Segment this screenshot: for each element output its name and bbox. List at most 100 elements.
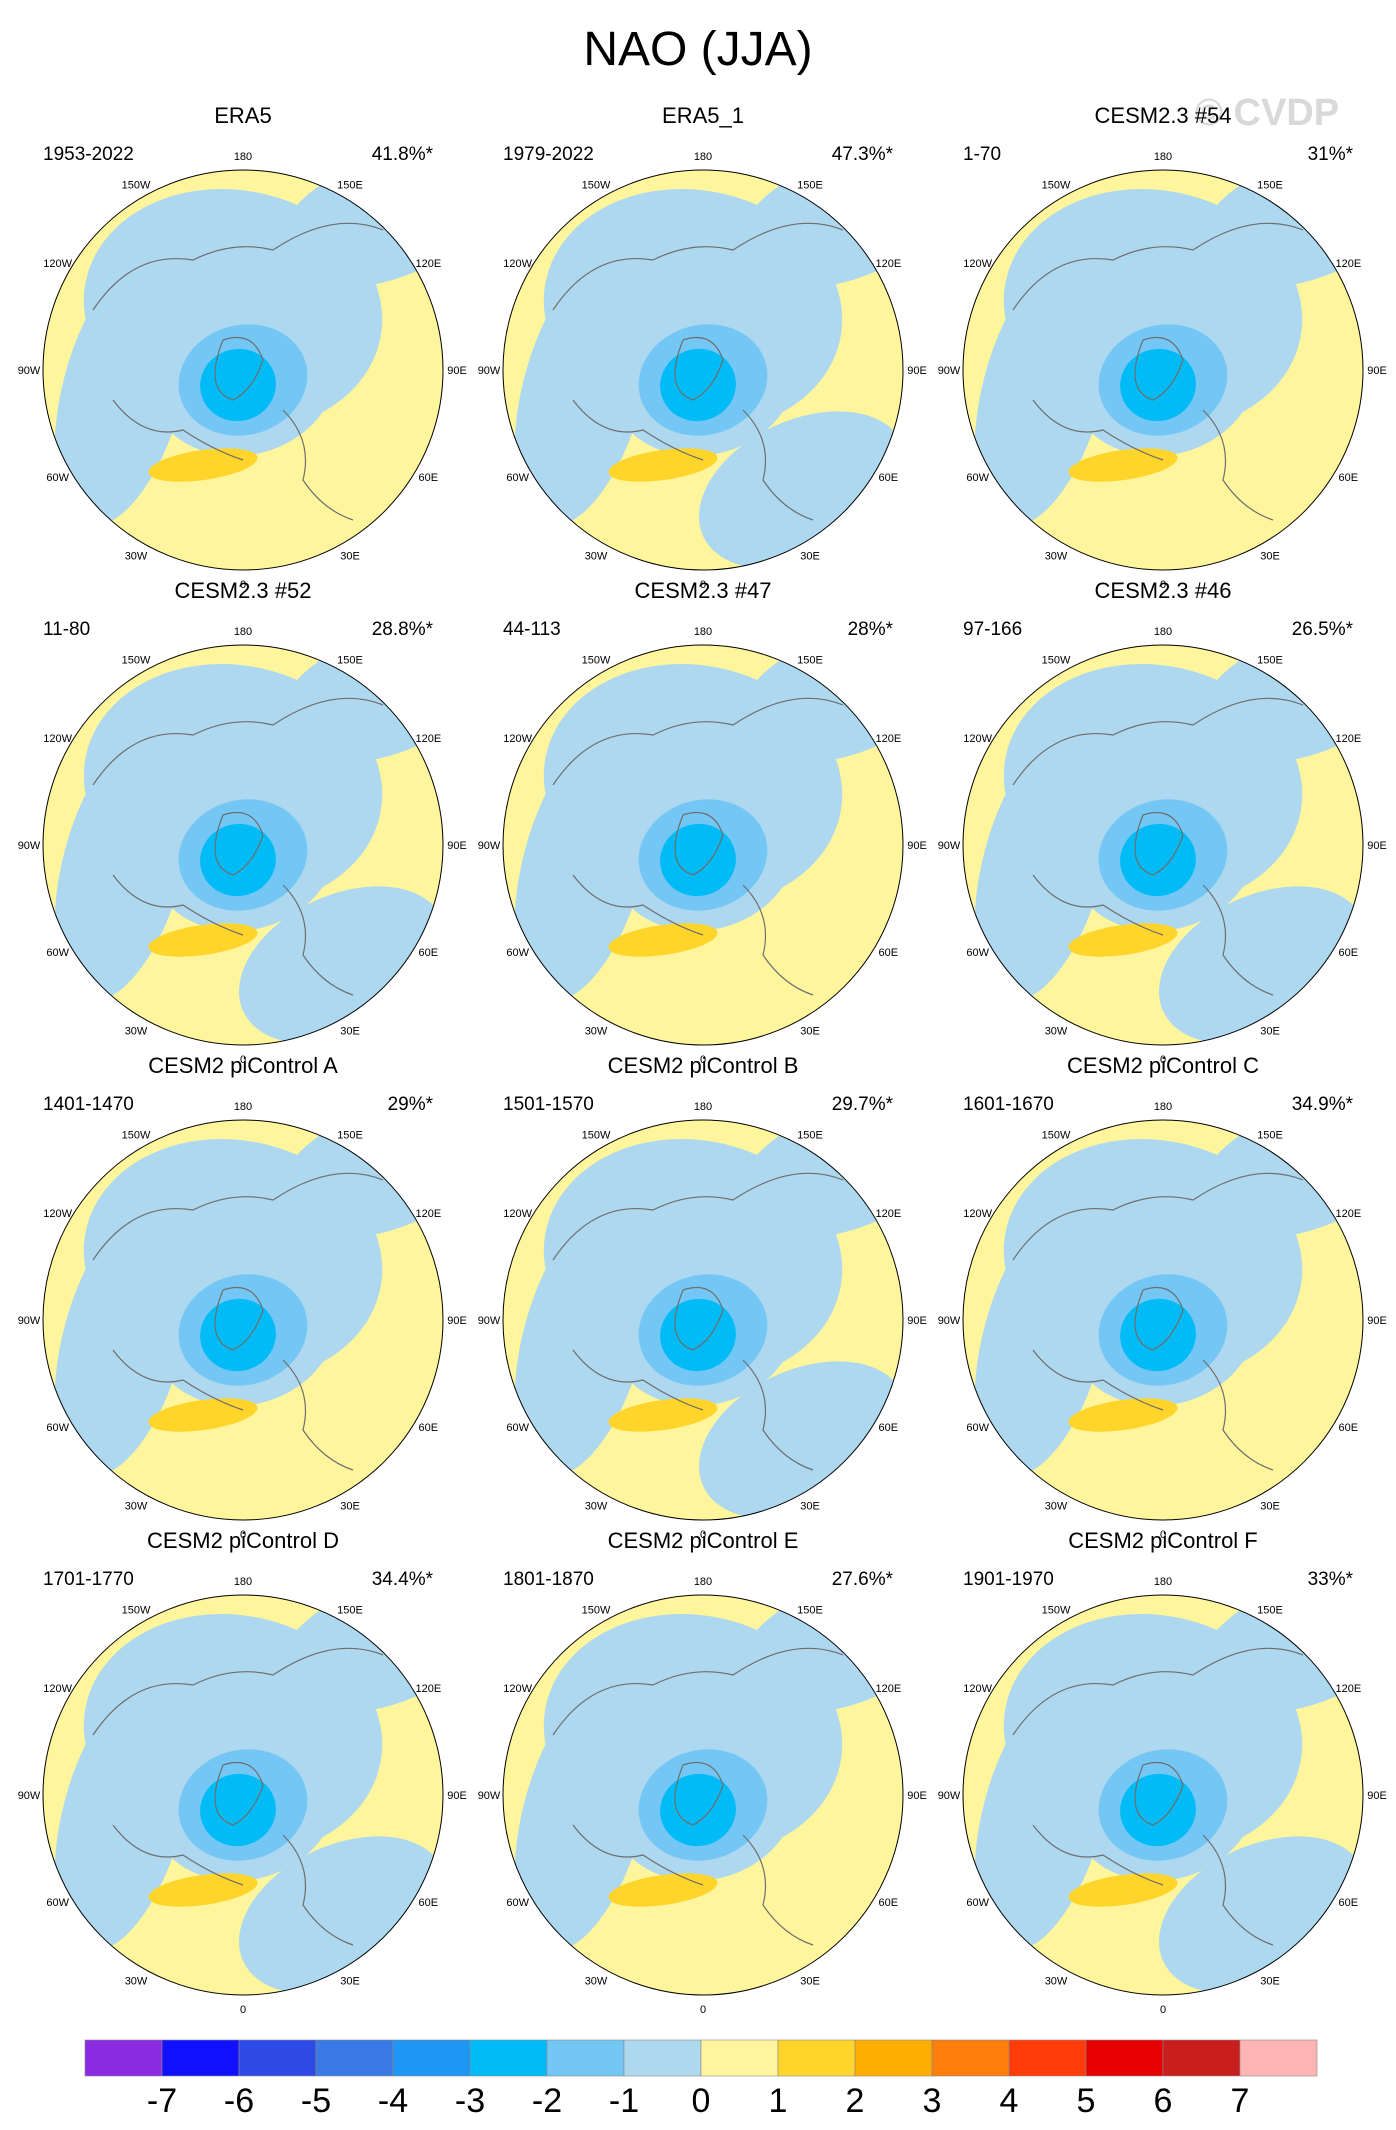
longitude-label: 0 — [700, 1529, 706, 1541]
longitude-label: 0 — [700, 579, 706, 591]
map-boundary — [42, 1594, 444, 1996]
colorbar-box — [1008, 2039, 1087, 2077]
longitude-label: 150E — [337, 1605, 363, 1617]
longitude-label: 30E — [1260, 1500, 1280, 1512]
longitude-label: 120W — [43, 1683, 72, 1695]
longitude-label: 180 — [1154, 1576, 1172, 1588]
longitude-label: 90E — [1367, 365, 1387, 377]
panel-title: ERA5_1 — [662, 103, 744, 128]
negative-region — [514, 1203, 652, 1477]
positive-center — [148, 1398, 258, 1432]
negative-region — [974, 253, 1112, 527]
colorbar-label: 7 — [1231, 2082, 1250, 2120]
longitude-label: 180 — [1154, 626, 1172, 638]
coastline — [1012, 697, 1304, 996]
longitude-label: 0 — [1160, 2004, 1166, 2016]
field-shading — [503, 1120, 903, 1520]
longitude-label: 30E — [1260, 550, 1280, 562]
colorbar-label: 3 — [923, 2082, 942, 2120]
longitude-label: 120W — [963, 258, 992, 270]
colorbar: -7 -6 -5 -4 -3 -2 -1 0 1 2 3 4 5 6 7 — [84, 2039, 1318, 2120]
longitude-label: 120E — [415, 258, 441, 270]
colorbar-box — [315, 2039, 394, 2077]
map-panel-8: 180 150E 120E 90E 60E 30E 0 30W 60W 90W 120W 150W CE… — [478, 1053, 927, 1541]
longitude-label: 90E — [907, 1790, 927, 1802]
colorbar-box — [854, 2039, 933, 2077]
map-boundary — [42, 1119, 444, 1521]
positive-center — [148, 923, 258, 957]
field-shading — [43, 645, 443, 1045]
colorbar-label: -7 — [147, 2082, 177, 2120]
coastline — [552, 222, 844, 521]
colorbar-label: 4 — [1000, 2082, 1019, 2120]
panel-percent: 29.7%* — [832, 1094, 894, 1115]
map-boundary — [502, 1594, 904, 1996]
positive-center — [608, 1873, 718, 1907]
panel-period: 44-113 — [503, 619, 561, 640]
longitude-label: 150W — [122, 180, 151, 192]
longitude-label: 60E — [419, 947, 439, 959]
field-shading — [43, 1120, 443, 1520]
colorbar-label: -6 — [224, 2082, 254, 2120]
negative-center-3 — [660, 1773, 736, 1847]
longitude-label: 60E — [1339, 472, 1359, 484]
panel-title: CESM2.3 #46 — [1095, 578, 1232, 603]
longitude-label: 90W — [18, 1790, 41, 1802]
panel-title: CESM2 piControl F — [1068, 1528, 1258, 1553]
longitude-label: 30W — [1045, 1500, 1068, 1512]
longitude-label: 30W — [585, 1500, 608, 1512]
longitude-label: 120W — [503, 258, 532, 270]
longitude-label: 150W — [1042, 655, 1071, 667]
panel-percent: 33%* — [1308, 1569, 1354, 1590]
panel-period: 1801-1870 — [503, 1569, 594, 1590]
panel-period: 97-166 — [963, 619, 1022, 640]
longitude-label: 30E — [340, 1500, 360, 1512]
map-panel-9: 180 150E 120E 90E 60E 30E 0 30W 60W 90W 120W 150W CE… — [938, 1053, 1387, 1541]
colorbar-label: -2 — [532, 2082, 562, 2120]
field-shading — [963, 645, 1363, 1045]
longitude-label: 30W — [125, 550, 148, 562]
panel-percent: 26.5%* — [1292, 619, 1354, 640]
map-boundary — [42, 644, 444, 1046]
longitude-label: 60W — [46, 1897, 69, 1909]
longitude-label: 30E — [800, 1500, 820, 1512]
longitude-label: 90E — [907, 840, 927, 852]
panel-title: CESM2 piControl E — [608, 1528, 799, 1553]
longitude-label: 30E — [340, 1975, 360, 1987]
longitude-label: 150W — [582, 1605, 611, 1617]
longitude-label: 60E — [879, 947, 899, 959]
negative-region — [54, 253, 192, 527]
coastline — [92, 1172, 384, 1471]
colorbar-label: -4 — [378, 2082, 408, 2120]
longitude-label: 150E — [1257, 655, 1283, 667]
colorbar-box — [1239, 2039, 1318, 2077]
longitude-label: 60E — [879, 472, 899, 484]
negative-center-3 — [660, 823, 736, 897]
longitude-label: 150W — [1042, 1605, 1071, 1617]
map-panel-6: 180 150E 120E 90E 60E 30E 0 30W 60W 90W 120W 150W CE… — [938, 578, 1387, 1066]
longitude-label: 120W — [43, 733, 72, 745]
map-boundary — [502, 169, 904, 571]
longitude-label: 180 — [694, 1576, 712, 1588]
longitude-label: 150W — [1042, 180, 1071, 192]
colorbar-label: 6 — [1154, 2082, 1173, 2120]
longitude-label: 30W — [585, 550, 608, 562]
coastline — [1012, 222, 1304, 521]
positive-center — [1068, 923, 1178, 957]
panel-percent: 29%* — [388, 1094, 434, 1115]
longitude-label: 90W — [18, 1315, 41, 1327]
longitude-label: 120W — [43, 258, 72, 270]
negative-center-3 — [1120, 1298, 1196, 1372]
longitude-label: 150E — [337, 180, 363, 192]
longitude-label: 150E — [797, 180, 823, 192]
colorbar-label: -1 — [609, 2082, 639, 2120]
negative-center-3 — [1120, 823, 1196, 897]
longitude-label: 30W — [585, 1975, 608, 1987]
panel-period: 1901-1970 — [963, 1569, 1054, 1590]
cvdp-watermark: © CVDP — [1195, 92, 1340, 134]
longitude-label: 180 — [694, 1101, 712, 1113]
longitude-label: 150E — [797, 1605, 823, 1617]
longitude-label: 0 — [1160, 579, 1166, 591]
longitude-label: 150E — [797, 1130, 823, 1142]
